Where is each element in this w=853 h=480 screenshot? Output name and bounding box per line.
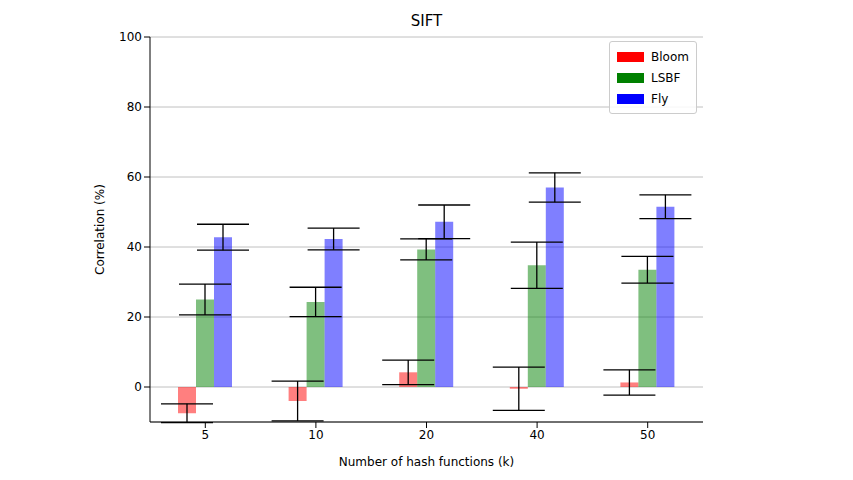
svg-text:40: 40 bbox=[127, 240, 142, 254]
svg-text:80: 80 bbox=[127, 100, 142, 114]
svg-text:60: 60 bbox=[127, 170, 142, 184]
svg-text:10: 10 bbox=[308, 428, 323, 442]
html-text:SIFT: SIFT bbox=[410, 12, 443, 30]
html-text:Fly: Fly bbox=[651, 91, 669, 106]
svg-text:0: 0 bbox=[134, 380, 142, 394]
svg-text:50: 50 bbox=[640, 428, 655, 442]
svg-text:Number of hash functions (k): Number of hash functions (k) bbox=[339, 455, 514, 469]
svg-text:20: 20 bbox=[419, 428, 434, 442]
html-text:LSBF: LSBF bbox=[651, 70, 681, 85]
svg-text:20: 20 bbox=[127, 310, 142, 324]
svg-text:100: 100 bbox=[119, 30, 142, 44]
svg-text:Correlation (%): Correlation (%) bbox=[93, 184, 107, 275]
html-text:Bloom: Bloom bbox=[651, 49, 689, 64]
svg-text:40: 40 bbox=[529, 428, 544, 442]
svg-text:5: 5 bbox=[201, 428, 209, 442]
